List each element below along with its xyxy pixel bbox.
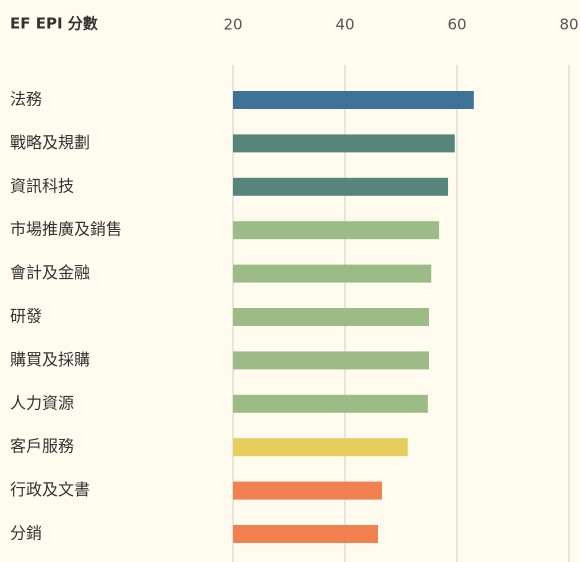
bar — [233, 91, 474, 109]
bar — [233, 438, 408, 457]
x-tick-label: 20 — [223, 16, 242, 34]
bar — [233, 308, 429, 326]
category-label: 會計及金融 — [10, 263, 90, 282]
bar — [233, 394, 428, 413]
bar — [233, 264, 432, 283]
category-label: 客戶服務 — [10, 437, 74, 456]
bar — [233, 221, 440, 240]
x-tick-label: 80 — [559, 16, 578, 34]
bar — [233, 525, 379, 543]
category-label: 法務 — [10, 90, 42, 109]
category-label: 人力資源 — [10, 393, 74, 412]
bar — [233, 481, 382, 500]
category-label: 研發 — [10, 307, 42, 326]
bar — [233, 177, 449, 196]
category-label: 資訊科技 — [10, 176, 74, 195]
x-tick-label: 40 — [335, 16, 354, 34]
bar — [233, 351, 429, 370]
bar — [233, 134, 455, 153]
category-label: 購買及採購 — [10, 350, 90, 369]
category-label: 戰略及規劃 — [10, 133, 90, 152]
category-label: 分銷 — [10, 524, 42, 543]
x-tick-label: 60 — [447, 16, 466, 34]
category-label: 行政及文書 — [10, 480, 90, 499]
chart-title: EF EPI 分數 — [10, 15, 98, 33]
category-label: 市場推廣及銷售 — [10, 220, 122, 239]
